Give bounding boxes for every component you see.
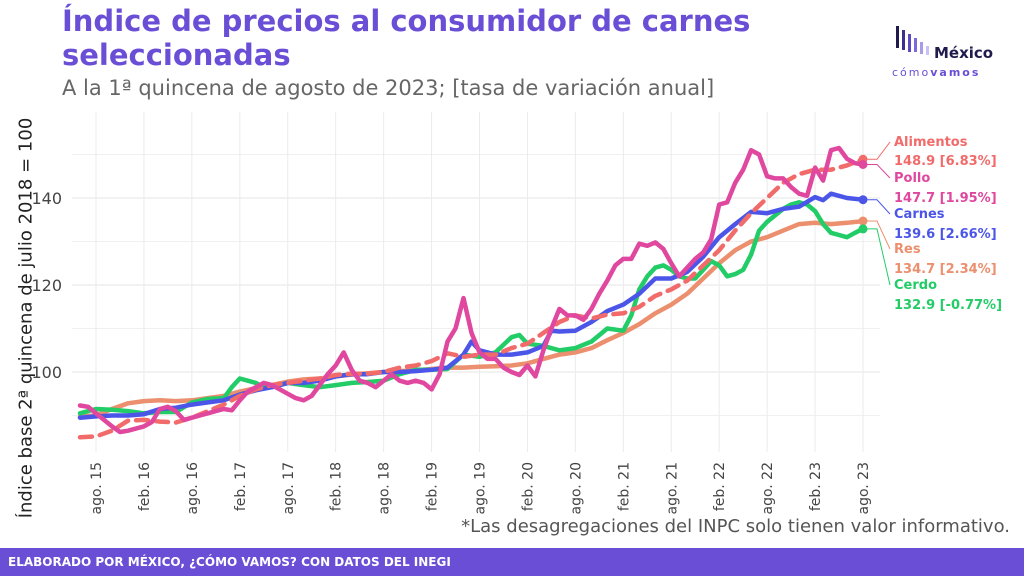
label-connector xyxy=(867,164,891,179)
x-tick-label: feb. 18 xyxy=(329,462,345,511)
series-line-alimentos xyxy=(77,157,866,440)
series-value-label: 139.6 [2.66%] xyxy=(894,227,997,242)
series-line-pollo xyxy=(77,145,866,435)
series-name-label: Pollo xyxy=(894,171,930,186)
footer-bar: ELABORADO POR MÉXICO, ¿CÓMO VAMOS? CON D… xyxy=(0,548,1024,576)
series-line-carnes xyxy=(77,191,866,420)
x-tick-label: feb. 16 xyxy=(137,462,153,511)
x-tick-label: ago. 17 xyxy=(281,462,297,515)
series-name-label: Carnes xyxy=(894,207,945,222)
x-tick-label: ago. 18 xyxy=(377,462,393,515)
x-tick-label: ago. 23 xyxy=(856,462,872,515)
x-tick-label: ago. 21 xyxy=(664,462,680,515)
series-endpoint-pollo xyxy=(858,160,868,170)
x-tick-labels: ago. 15 feb. 16 ago. 16 feb. 17 ago. 17 feb. … xyxy=(89,462,872,515)
x-tick-label: feb. 21 xyxy=(616,462,632,511)
chart-subtitle: A la 1ª quincena de agosto de 2023; [tas… xyxy=(62,76,715,100)
label-connector xyxy=(867,141,891,160)
logo-text-vamos: vamos xyxy=(930,66,981,79)
chart-title: Índice de precios al consumidor de carne… xyxy=(62,4,751,72)
y-tick-label: 100 xyxy=(31,363,62,382)
y-tick-labels: 100 120 140 xyxy=(31,189,62,382)
x-tick-label: feb. 17 xyxy=(233,462,249,511)
series-line-res xyxy=(77,218,866,419)
x-tick-label: ago. 16 xyxy=(185,462,201,515)
x-tick-label: feb. 20 xyxy=(520,462,536,511)
x-tick-label: ago. 20 xyxy=(568,462,584,515)
x-tick-label: feb. 23 xyxy=(808,462,824,511)
x-tick-label: ago. 19 xyxy=(473,462,489,515)
logo-text-bottom: cómovamos xyxy=(892,66,980,79)
label-connector xyxy=(867,228,891,286)
series-line-cerdo xyxy=(77,200,866,416)
series-value-label: 147.7 [1.95%] xyxy=(894,191,997,206)
label-connector xyxy=(867,199,891,215)
logo-text-como: cómo xyxy=(892,66,931,79)
chart-grid xyxy=(72,112,880,452)
y-tick-label: 120 xyxy=(31,276,62,295)
series-endpoint-cerdo xyxy=(858,224,868,234)
logo-bars-icon xyxy=(896,26,929,55)
series-value-label: 132.9 [-0.77%] xyxy=(894,298,1002,313)
series-name-label: Alimentos xyxy=(894,135,968,150)
series-value-label: 148.9 [6.83%] xyxy=(894,154,997,169)
series-endpoint-carnes xyxy=(858,195,868,205)
series-name-label: Cerdo xyxy=(894,278,937,293)
logo-text-top: México xyxy=(934,44,994,62)
label-connector xyxy=(867,220,891,250)
x-tick-label: ago. 22 xyxy=(760,462,776,515)
series-endpoint-res xyxy=(858,216,868,226)
y-tick-label: 140 xyxy=(31,189,62,208)
mexico-como-vamos-logo: México cómovamos xyxy=(888,22,1008,82)
series-value-label: 134.7 [2.34%] xyxy=(894,262,997,277)
x-tick-label: feb. 22 xyxy=(712,462,728,511)
series-lines xyxy=(77,145,868,440)
x-tick-label: ago. 15 xyxy=(89,462,105,515)
x-tick-label: feb. 19 xyxy=(425,462,441,511)
series-name-label: Res xyxy=(894,242,921,257)
series-end-labels: Alimentos 148.9 [6.83%] Pollo 147.7 [1.95%]… xyxy=(867,135,1002,313)
footnote: *Las desagregaciones del INPC solo tiene… xyxy=(461,516,1010,537)
